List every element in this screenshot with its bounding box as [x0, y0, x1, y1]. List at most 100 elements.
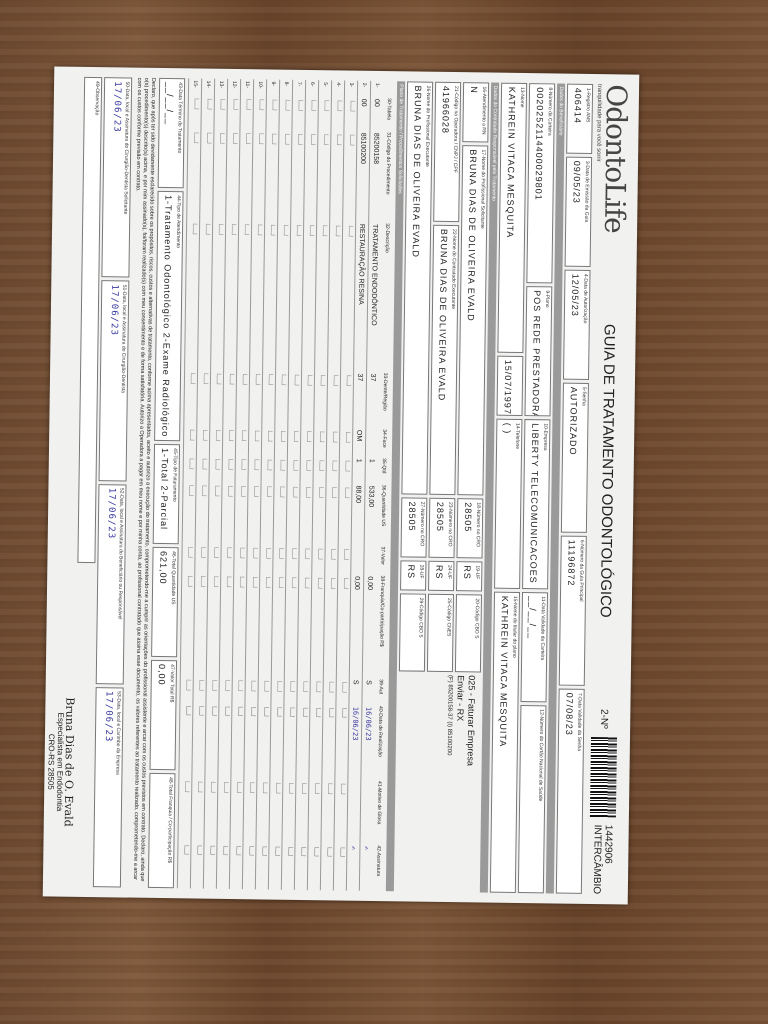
field-text: POS REDE PRESTADORA [530, 290, 543, 417]
cell-gloss: └─┘ [243, 778, 257, 843]
summary-field-5: 48-Total Franquia / Co-participação R$ [147, 772, 176, 889]
summary-field-1-value: 1-Tratamento Odontológico 2-Exame Radiol… [157, 194, 174, 442]
signature-field-2-value: 17/06/23 [105, 487, 117, 540]
cro-field-3: 27-Número no CRO 28505 [400, 497, 428, 558]
cell-franchise: 0,00 [362, 574, 377, 679]
cell-face: └─┘ [339, 427, 353, 457]
cell-code: 85100200 [355, 130, 370, 222]
column-header: 40-Data de Realização [376, 706, 384, 757]
cell-code: └─┘ [264, 129, 279, 221]
signature-field-2-label: 52-Data, local e Assinatura do Beneficiá… [116, 487, 125, 620]
cell-face: └─┘ [235, 426, 249, 456]
cell-aut: └─┘ [309, 677, 324, 705]
signature-field-1: 51-Data, local e Assinatura do Cirurgião… [98, 280, 130, 482]
cell-desc: └─┘ [340, 221, 356, 372]
plan-field: 9-Plano POS REDE PRESTADORA [524, 286, 553, 417]
field-text: RS [434, 564, 445, 580]
guide-field-0: 1-Registro ANS 406414 [566, 83, 594, 154]
field-text: 9-Plano [544, 290, 551, 308]
cell-aut: └─┘ [179, 675, 194, 703]
cell-aut: └─┘ [244, 676, 259, 704]
card-number-field: 8-Número da Carteira 0020252114400029801 [526, 83, 556, 284]
guide-field-3-label: 5-Senha [580, 386, 587, 406]
cell-aut: └─┘ [257, 676, 272, 704]
cell-table: 00 [356, 96, 371, 131]
cell-tooth: └─┘ [183, 369, 198, 426]
guide-field-4-value: 11196872 [566, 539, 577, 587]
cell-qty: └─┘ [222, 454, 236, 482]
cell-sign: └─┘ [320, 843, 334, 891]
cell-face [365, 428, 379, 458]
cell-code: └─┘ [290, 129, 305, 222]
cell-desc: └─┘ [197, 219, 213, 370]
summary-field-3-value: 621,00 [158, 550, 169, 585]
cell-code: └─┘ [251, 129, 266, 221]
stamp-name: Bruna Dias de O. Evald [61, 697, 77, 827]
dental-treatment-form: OdontoLife tranquilidade para você sorrir… [42, 66, 640, 905]
cell-sign: ✍ [359, 844, 373, 891]
cell-face: └─┘ [183, 425, 197, 455]
guide-field-0-label: 1-Registro ANS [584, 87, 592, 123]
summary-field-0-value: __/__/__ [164, 82, 176, 126]
cell-desc: └─┘ [236, 220, 252, 370]
logo-text: OdontoLife [598, 84, 634, 233]
cell-value: └─┘ [298, 544, 313, 574]
row-number: 1- [370, 80, 384, 98]
cell-tooth: 37 [352, 371, 367, 429]
cell-tooth: 37 [365, 371, 380, 429]
cell-desc: TRATAMENTO ENDODÔNTICO [366, 221, 382, 372]
cell-date: └─┘ [308, 704, 323, 780]
cell-sign: └─┘ [190, 841, 205, 889]
field-text: 27-Número no CRO [418, 501, 426, 547]
cell-tooth: └─┘ [248, 369, 263, 427]
company-field: 10-Empresa LIBERTY TELECOMUNICACOES [522, 419, 551, 590]
cns-field: 12-Número do Cartão Nacional de Saúde [517, 705, 547, 894]
cell-qty: └─┘ [313, 456, 327, 484]
cro-field-2: 23-Número no CRO 28505 [428, 497, 456, 559]
cell-franchise: └─┘ [180, 571, 195, 676]
signature-field-0: 50-Data, local e Assinatura do Cirurgião… [101, 77, 133, 278]
row-number: 14- [201, 78, 215, 95]
cell-qty: └─┘ [274, 455, 288, 483]
card-validity-field: 11-Data Validade da Carteira __/__/__ [520, 592, 549, 703]
cell-qty: └─┘ [300, 455, 314, 483]
summary-field-2-value: 1-Total 2-Parcial [158, 447, 171, 531]
name-field: 13-Nome KATHREIN VITACA MESQUITA [497, 82, 528, 354]
guide-field-5: 7-Data Validade da Senha 07/08/23 [555, 688, 585, 894]
cell-table: └─┘ [213, 94, 228, 129]
cell-table: └─┘ [330, 96, 345, 131]
cell-date: └─┘ [256, 703, 271, 779]
guide-field-5-value: 07/08/23 [564, 692, 575, 736]
cell-value: └─┘ [324, 544, 339, 574]
cell-face: OM [352, 427, 366, 457]
cbo-field-1: 20-Código CBO S [454, 594, 482, 673]
row-number: 12- [227, 78, 241, 96]
guide-field-0-value: 406414 [572, 87, 584, 124]
guide-field-1-label: 3-Data de Emissão da Guia [583, 160, 591, 223]
cell-franchise: └─┘ [297, 573, 312, 678]
cell-value: └─┘ [207, 543, 222, 573]
field-text: 28505 [406, 501, 418, 532]
cell-tooth: └─┘ [222, 369, 237, 427]
cell-sign: ✍ [346, 843, 360, 891]
cell-date: 16/06/23 [347, 704, 362, 780]
cell-table: └─┘ [291, 95, 306, 130]
cell-desc: └─┘ [288, 220, 304, 371]
field-text: 8-Número da Carteira [546, 87, 554, 136]
signature-field-3-label: 53-Data, local e Carimbo da Empresa [114, 691, 122, 775]
requester-field: 17-Nome do Profissional Solicitante BRUNA… [457, 145, 489, 496]
cell-gloss: └─┘ [269, 778, 283, 844]
cell-date: └─┘ [243, 703, 258, 779]
cell-us: └─┘ [325, 483, 340, 545]
cell-desc: └─┘ [262, 220, 278, 371]
cell-franchise: └─┘ [336, 573, 351, 678]
cell-sign: └─┘ [307, 843, 321, 891]
field-text: LIBERTY TELECOMUNICACOES [528, 423, 541, 584]
column-header: 41-Motivo de Glosa [375, 781, 383, 825]
cell-us: 88,00 [351, 483, 366, 546]
cell-value [363, 545, 377, 575]
cell-sign: └─┘ [333, 843, 347, 891]
row-number: 10- [253, 79, 267, 96]
cell-us: └─┘ [273, 482, 288, 545]
field-text: 28505 [434, 501, 446, 532]
